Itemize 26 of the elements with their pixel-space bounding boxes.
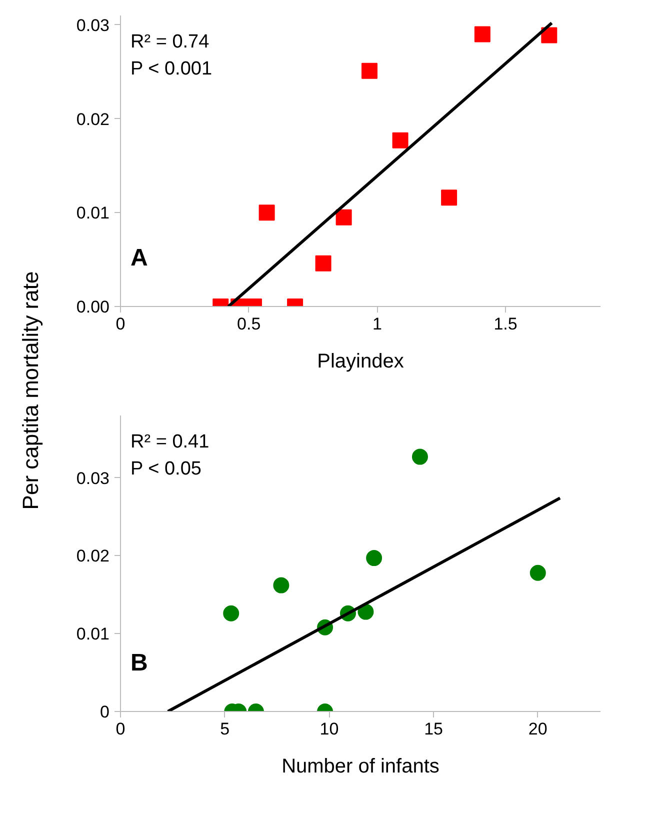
annotation: A [130, 244, 148, 272]
annotation: B [130, 650, 148, 676]
y-tick-label: 0.03 [76, 16, 110, 35]
y-tick-label: 0.02 [76, 546, 110, 566]
x-tick-label: 0 [116, 314, 126, 334]
x-tick-label: 0 [116, 720, 126, 738]
x-axis-title: Number of infants [282, 756, 440, 778]
x-tick-label: 15 [424, 720, 444, 738]
annotation: P < 0.05 [130, 458, 202, 480]
y-tick-label: 0 [100, 702, 110, 722]
annotation: P < 0.001 [130, 58, 212, 80]
x-tick-label: 1 [372, 314, 382, 334]
x-tick-label: 5 [220, 720, 230, 738]
annotation: R² = 0.41 [130, 432, 210, 452]
y-tick-label: 0.02 [76, 110, 110, 129]
x-tick-label: 0.5 [237, 314, 261, 334]
y-axis-title: Per captita mortality rate [18, 271, 43, 510]
y-tick-label: 0.03 [76, 468, 110, 488]
y-tick-label: 0.00 [76, 298, 110, 316]
x-tick-label: 1.5 [494, 314, 518, 334]
x-axis-title: Playindex [317, 350, 404, 372]
x-tick-label: 20 [528, 720, 548, 738]
x-tick-label: 10 [320, 720, 339, 738]
annotation: R² = 0.74 [130, 32, 210, 52]
y-tick-label: 0.01 [76, 624, 110, 644]
y-tick-label: 0.01 [76, 204, 110, 223]
